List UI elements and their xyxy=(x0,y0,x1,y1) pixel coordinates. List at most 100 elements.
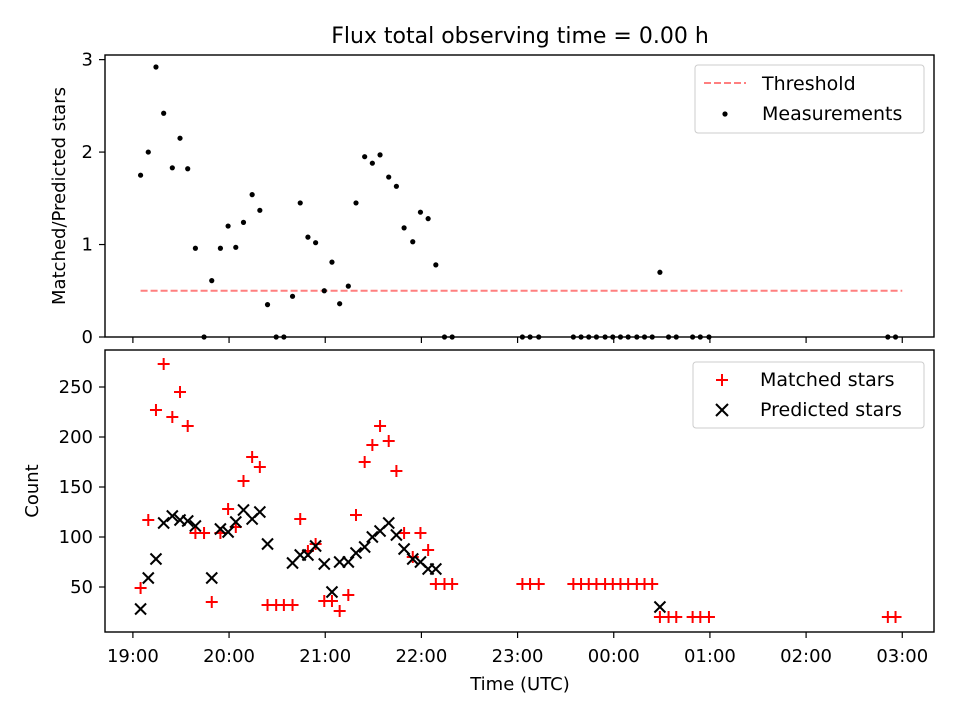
measurements-point xyxy=(305,234,311,240)
x-stroke xyxy=(429,562,443,576)
predicted-stars-point xyxy=(214,522,227,536)
x-stroke xyxy=(414,555,427,569)
measurements-point xyxy=(321,288,327,294)
matched-stars-point xyxy=(181,420,194,432)
matched-stars-point xyxy=(309,538,322,550)
matched-stars-point xyxy=(889,611,902,623)
x-tick-label: 03:00 xyxy=(876,646,928,667)
measurements-point xyxy=(657,269,663,275)
predicted-stars-point xyxy=(397,542,411,556)
measurements-point xyxy=(417,209,424,215)
chart-title: Flux total observing time = 0.00 h xyxy=(331,24,709,49)
x-stroke xyxy=(237,503,250,517)
x-tick-label: 02:00 xyxy=(780,646,832,667)
predicted-stars-point xyxy=(318,557,331,571)
predicted-stars-point xyxy=(358,540,371,554)
predicted-stars-point xyxy=(189,519,202,533)
x-stroke xyxy=(149,552,163,566)
measurements-point xyxy=(297,200,303,206)
predicted-stars-point xyxy=(349,546,363,560)
x-tick-label: 20:00 xyxy=(203,646,255,667)
measurements-point xyxy=(249,192,255,198)
x-stroke xyxy=(189,519,202,533)
matched-stars-point xyxy=(366,439,379,451)
x-stroke xyxy=(325,585,339,599)
predicted-stars-point xyxy=(253,505,267,519)
measurements-point xyxy=(137,172,144,178)
x-stroke xyxy=(205,571,218,585)
matched-stars-point xyxy=(246,451,259,463)
matched-stars-point xyxy=(134,582,147,594)
matched-stars-point xyxy=(333,605,346,617)
bottom-y-tick-label: 100 xyxy=(59,527,93,548)
measurements-point xyxy=(177,135,183,141)
matched-stars-point xyxy=(374,420,387,432)
x-stroke xyxy=(214,522,227,536)
x-stroke xyxy=(221,525,235,539)
x-axis-label: Time (UTC) xyxy=(469,674,570,695)
matched-stars-point xyxy=(382,435,395,447)
measurements-point xyxy=(233,244,239,250)
measurements-point xyxy=(289,293,296,299)
legend-measurements-swatch xyxy=(722,111,728,117)
predicted-stars-point xyxy=(157,516,170,530)
x-stroke xyxy=(382,516,395,530)
matched-stars-point xyxy=(358,456,371,468)
x-tick-label: 22:00 xyxy=(395,646,447,667)
measurements-point xyxy=(377,152,383,158)
matched-stars-point xyxy=(222,503,235,515)
x-stroke xyxy=(166,509,179,523)
matched-stars-point xyxy=(253,461,266,473)
top-y-tick-label: 2 xyxy=(82,142,93,163)
measurements-point xyxy=(217,245,224,251)
matched-stars-point xyxy=(142,514,155,526)
bottom-legend: Matched stars Predicted stars xyxy=(692,361,925,429)
measurements-point xyxy=(369,160,375,166)
predicted-stars-point xyxy=(406,552,419,566)
x-stroke xyxy=(261,537,274,551)
measurements-point xyxy=(145,149,151,155)
predicted-stars-point xyxy=(205,571,218,585)
x-stroke xyxy=(390,528,403,542)
legend-matched-swatch xyxy=(716,374,728,386)
bottom-y-tick-label: 50 xyxy=(70,577,93,598)
measurements-point xyxy=(433,262,439,268)
bottom-axes-ticks: 19:00 20:00 21:00 22:00 23:00 00:00 01:00 02:00… xyxy=(59,377,929,667)
matched-stars-point xyxy=(646,578,659,590)
top-y-tick-label: 1 xyxy=(82,235,93,256)
x-stroke xyxy=(366,530,379,544)
measurements-point xyxy=(225,223,231,229)
matched-stars-point xyxy=(174,386,187,398)
measurements-point xyxy=(425,216,431,222)
measurements-point xyxy=(240,219,247,225)
x-tick-label: 00:00 xyxy=(588,646,640,667)
measurements-point xyxy=(353,200,359,206)
matched-stars-point xyxy=(205,596,218,608)
measurements-point xyxy=(410,239,416,245)
bottom-axes-frame xyxy=(104,349,935,633)
matched-stars-point xyxy=(198,527,211,539)
legend-predicted-label: Predicted stars xyxy=(760,399,902,421)
measurements-point xyxy=(393,183,400,189)
matched-stars-point xyxy=(446,578,459,590)
matched-stars-point xyxy=(342,589,355,601)
x-tick-label: 21:00 xyxy=(299,646,351,667)
bottom-panel: 19:00 20:00 21:00 22:00 23:00 00:00 01:00 02:00… xyxy=(22,349,935,695)
legend-matched-label: Matched stars xyxy=(760,369,894,391)
x-stroke xyxy=(309,539,322,553)
measurements-point xyxy=(153,64,159,70)
x-tick-label: 01:00 xyxy=(684,646,736,667)
matched-stars-point xyxy=(325,595,338,607)
legend-measurements-label: Measurements xyxy=(762,103,902,125)
x-stroke xyxy=(318,557,331,571)
matched-stars-point xyxy=(237,475,250,487)
predicted-stars-point xyxy=(261,537,274,551)
predicted-stars-point xyxy=(166,509,179,523)
bottom-y-axis-label: Count xyxy=(22,464,43,517)
x-stroke xyxy=(349,546,363,560)
predicted-stars-point xyxy=(181,514,194,528)
measurements-point xyxy=(345,283,351,289)
measurements-point xyxy=(161,110,167,116)
